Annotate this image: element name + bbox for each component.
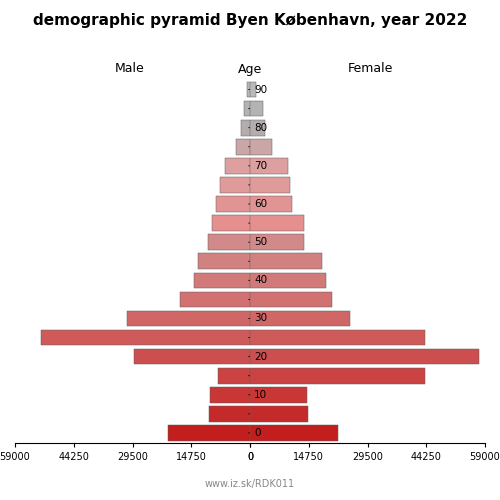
Bar — [250, 158, 288, 174]
Bar — [250, 349, 479, 364]
Text: Female: Female — [348, 62, 393, 76]
Bar — [198, 254, 250, 269]
Bar — [212, 216, 250, 231]
Text: 10: 10 — [254, 390, 268, 400]
Bar — [247, 82, 250, 98]
Text: 90: 90 — [254, 84, 268, 94]
Bar — [241, 120, 250, 136]
Bar — [210, 406, 250, 421]
Text: 20: 20 — [254, 352, 268, 362]
Bar — [250, 101, 262, 116]
Bar — [250, 292, 332, 307]
Bar — [250, 196, 292, 212]
Bar — [134, 349, 250, 364]
Bar — [250, 368, 426, 384]
Text: 30: 30 — [254, 314, 268, 324]
Bar — [194, 272, 250, 288]
Bar — [250, 120, 264, 136]
Text: demographic pyramid Byen København, year 2022: demographic pyramid Byen København, year… — [33, 12, 467, 28]
Bar — [250, 139, 272, 154]
Text: 0: 0 — [254, 428, 260, 438]
Bar — [250, 272, 326, 288]
Bar — [216, 196, 250, 212]
Bar — [41, 330, 250, 345]
Bar — [210, 387, 250, 402]
Bar — [244, 101, 250, 116]
Bar — [250, 234, 304, 250]
Bar — [126, 310, 250, 326]
Bar — [250, 82, 256, 98]
Bar — [168, 425, 250, 441]
Text: Male: Male — [115, 62, 145, 76]
Text: 70: 70 — [254, 161, 268, 171]
Text: 80: 80 — [254, 122, 268, 132]
Bar — [250, 330, 426, 345]
Bar — [180, 292, 250, 307]
Text: 40: 40 — [254, 276, 268, 285]
Text: Age: Age — [238, 62, 262, 76]
Bar — [250, 406, 308, 421]
Bar — [236, 139, 250, 154]
Bar — [208, 234, 250, 250]
Bar — [250, 254, 322, 269]
Bar — [220, 177, 250, 193]
Bar — [224, 158, 250, 174]
Text: www.iz.sk/RDK011: www.iz.sk/RDK011 — [205, 479, 295, 489]
Text: 60: 60 — [254, 199, 268, 209]
Text: 50: 50 — [254, 237, 268, 247]
Bar — [218, 368, 250, 384]
Bar — [250, 177, 290, 193]
Bar — [250, 387, 306, 402]
Bar — [250, 425, 338, 441]
Bar — [250, 310, 350, 326]
Bar — [250, 216, 304, 231]
